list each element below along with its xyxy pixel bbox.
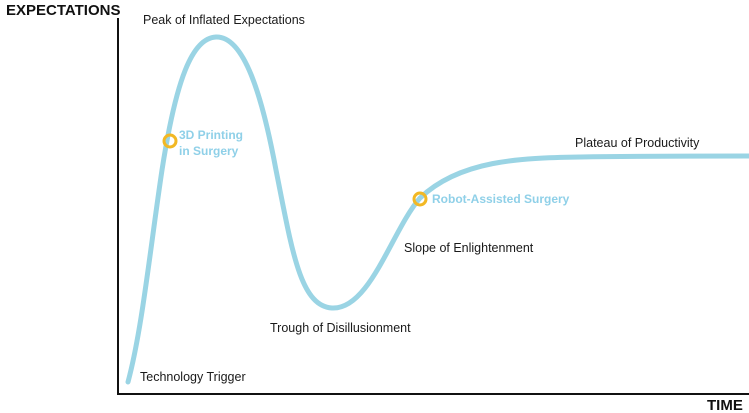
y-axis-title: EXPECTATIONS [6,2,120,19]
phase-label-peak: Peak of Inflated Expectations [143,13,305,27]
marker-3d-printing [162,133,178,149]
phase-label-trough: Trough of Disillusionment [270,321,411,335]
marker-label-3d-printing-line2: in Surgery [179,144,239,158]
marker-label-3d-printing-line1: 3D Printing [179,128,243,142]
marker-robot-assisted-surgery [412,191,428,207]
x-axis-title: TIME [707,397,743,413]
hype-curve [125,34,749,385]
marker-label-robot-assisted-surgery: Robot-Assisted Surgery [432,192,570,206]
phase-label-technology-trigger: Technology Trigger [140,370,246,384]
phase-label-plateau: Plateau of Productivity [575,136,700,150]
phase-label-slope: Slope of Enlightenment [404,241,534,255]
